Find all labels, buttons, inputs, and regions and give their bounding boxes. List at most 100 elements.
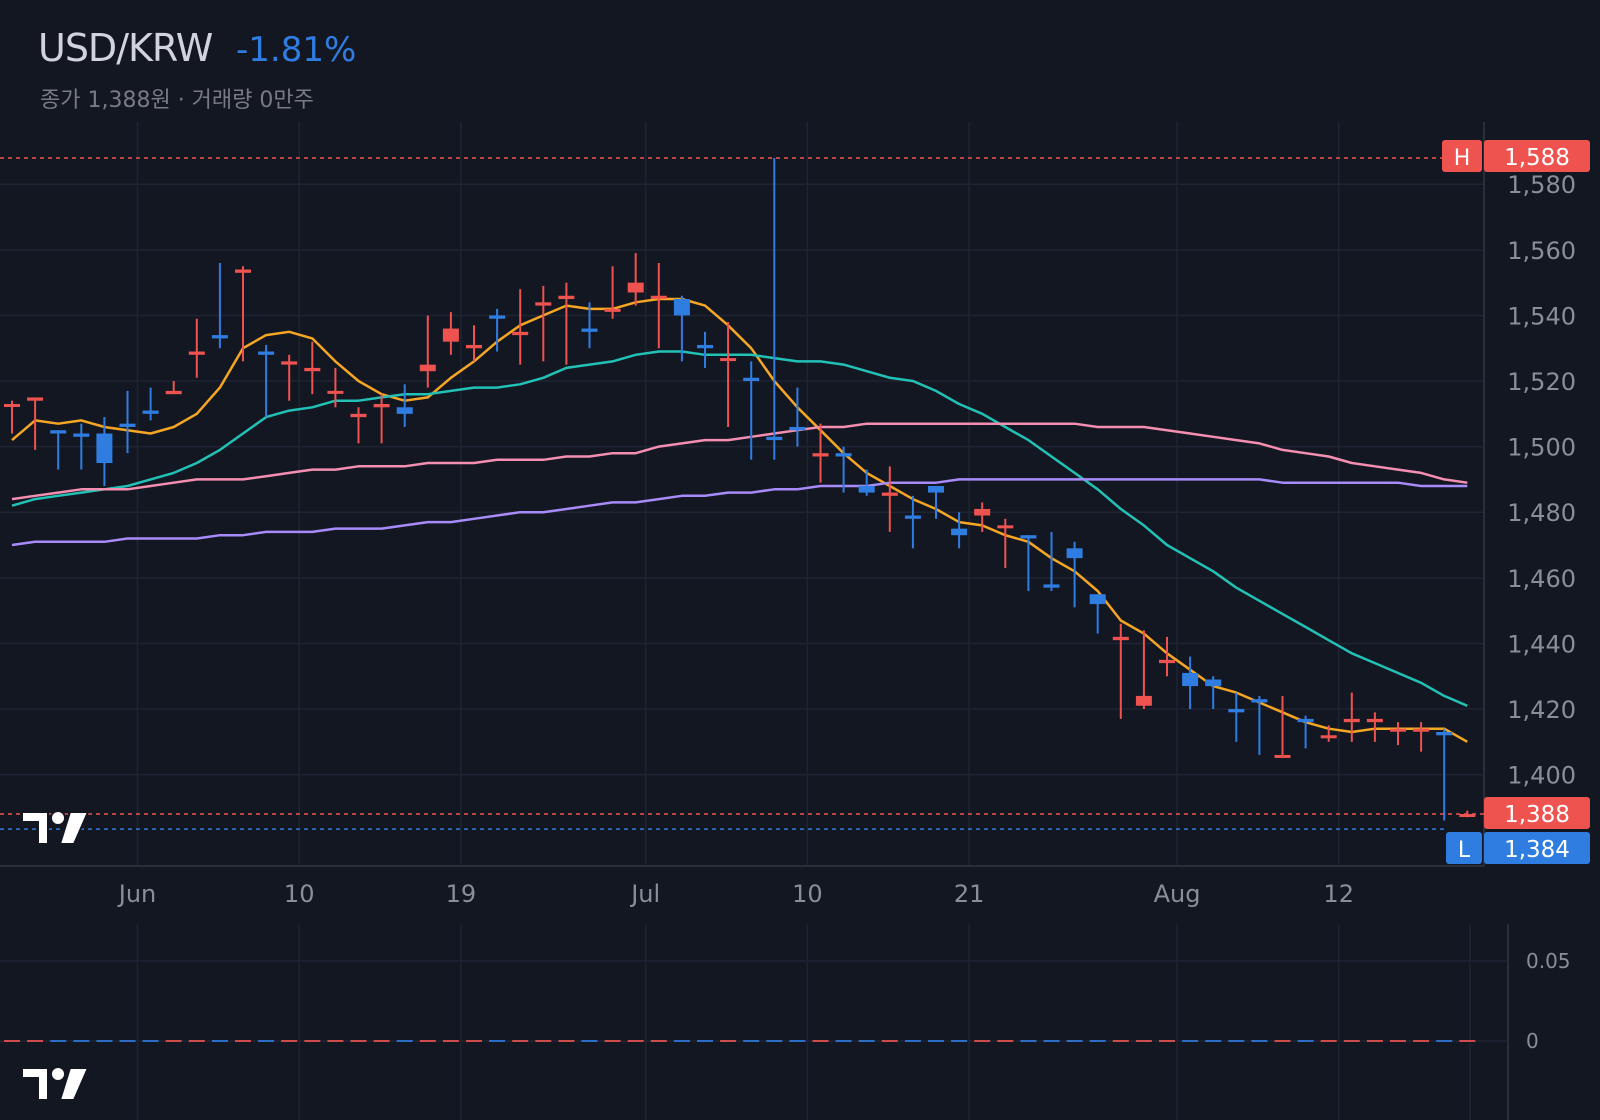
candle[interactable]	[442, 312, 459, 355]
candle[interactable]	[419, 315, 436, 388]
candle-body	[1089, 594, 1106, 605]
candle-body	[350, 413, 367, 418]
candle[interactable]	[1135, 630, 1152, 710]
x-tick-label: 19	[446, 880, 477, 908]
candle-body	[1297, 718, 1314, 723]
tradingview-logo-volume	[21, 1066, 90, 1101]
candle[interactable]	[373, 394, 390, 444]
volume-bar	[1436, 1040, 1453, 1042]
candle[interactable]	[73, 423, 90, 470]
volume-bar	[119, 1040, 136, 1042]
candle[interactable]	[1089, 594, 1106, 634]
candle[interactable]	[235, 266, 251, 362]
candle[interactable]	[1297, 715, 1314, 749]
candle[interactable]	[835, 446, 852, 493]
y-tick-label: 1,520	[1507, 368, 1576, 396]
candle[interactable]	[904, 495, 921, 549]
candle[interactable]	[1366, 712, 1383, 742]
volume-bar	[1366, 1040, 1383, 1042]
candle[interactable]	[1182, 656, 1199, 710]
candle[interactable]	[581, 302, 598, 349]
candle[interactable]	[1043, 531, 1060, 591]
candle-body	[697, 344, 713, 349]
candle[interactable]	[1436, 728, 1453, 821]
candle[interactable]	[1390, 722, 1406, 746]
low-marker: L 1,384	[1446, 832, 1590, 864]
candle[interactable]	[96, 417, 113, 486]
candle[interactable]	[1274, 695, 1291, 758]
candle[interactable]	[1320, 725, 1337, 742]
candle[interactable]	[604, 266, 621, 319]
candle[interactable]	[50, 430, 67, 470]
volume-bar	[1089, 1040, 1106, 1042]
volume-bar	[581, 1040, 598, 1042]
y-tick-label: 1,540	[1507, 302, 1576, 330]
candle[interactable]	[27, 397, 44, 450]
volume-bar	[1320, 1040, 1337, 1042]
candle[interactable]	[1066, 541, 1083, 608]
candle[interactable]	[327, 367, 344, 408]
candle-body	[1343, 718, 1360, 723]
symbol-title: USD/KRW	[38, 26, 213, 70]
volume-bar	[442, 1040, 459, 1042]
candle[interactable]	[142, 387, 159, 421]
volume-bar	[974, 1040, 991, 1042]
candle[interactable]	[1343, 692, 1360, 742]
volume-bar	[235, 1040, 251, 1042]
candle[interactable]	[211, 262, 228, 349]
candle[interactable]	[1205, 676, 1222, 710]
candle[interactable]	[812, 423, 829, 483]
candle[interactable]	[350, 407, 367, 444]
candle-body	[489, 315, 506, 319]
candle[interactable]	[951, 512, 968, 549]
volume-bar	[211, 1040, 228, 1042]
candle[interactable]	[512, 289, 529, 365]
candle[interactable]	[766, 158, 783, 460]
candle[interactable]	[1112, 623, 1129, 719]
candle-body	[119, 423, 136, 427]
volume-bar	[512, 1040, 529, 1042]
candle[interactable]	[1020, 535, 1037, 591]
y-tick-label: 1,400	[1507, 762, 1576, 790]
candle[interactable]	[1413, 722, 1430, 752]
candle[interactable]	[881, 466, 898, 532]
candle[interactable]	[188, 318, 205, 378]
candle[interactable]	[743, 361, 760, 460]
candle[interactable]	[997, 518, 1014, 568]
candle[interactable]	[489, 308, 506, 352]
volume-bar	[1205, 1040, 1222, 1042]
candle[interactable]	[258, 344, 275, 418]
candle[interactable]	[974, 502, 991, 532]
candle[interactable]	[1251, 695, 1268, 755]
candle-body	[442, 328, 459, 342]
candle[interactable]	[720, 322, 737, 427]
candle-body	[558, 295, 575, 300]
candle[interactable]	[281, 354, 298, 401]
volume-bar	[720, 1040, 737, 1042]
candle[interactable]	[396, 384, 413, 427]
candle[interactable]	[558, 282, 575, 365]
candle-body	[904, 515, 921, 519]
candle[interactable]	[627, 253, 644, 306]
y-tick-label: 1,500	[1507, 434, 1576, 462]
ma-line-5	[11, 297, 1468, 743]
candle[interactable]	[858, 469, 875, 496]
volume-bar	[1043, 1040, 1060, 1042]
candle[interactable]	[119, 390, 136, 454]
candle-body	[535, 302, 552, 306]
candle[interactable]	[1228, 692, 1245, 742]
candle[interactable]	[304, 341, 321, 395]
candle[interactable]	[697, 331, 713, 368]
candle[interactable]	[1159, 636, 1175, 677]
candle[interactable]	[4, 400, 20, 434]
candle[interactable]	[928, 486, 944, 519]
candle[interactable]	[673, 295, 690, 362]
volume-bar	[812, 1040, 829, 1042]
candle[interactable]	[535, 285, 552, 362]
candle-body	[1112, 636, 1129, 641]
candle[interactable]	[789, 387, 806, 447]
candle[interactable]	[650, 262, 667, 349]
candle[interactable]	[165, 381, 182, 395]
candle[interactable]	[466, 325, 482, 362]
